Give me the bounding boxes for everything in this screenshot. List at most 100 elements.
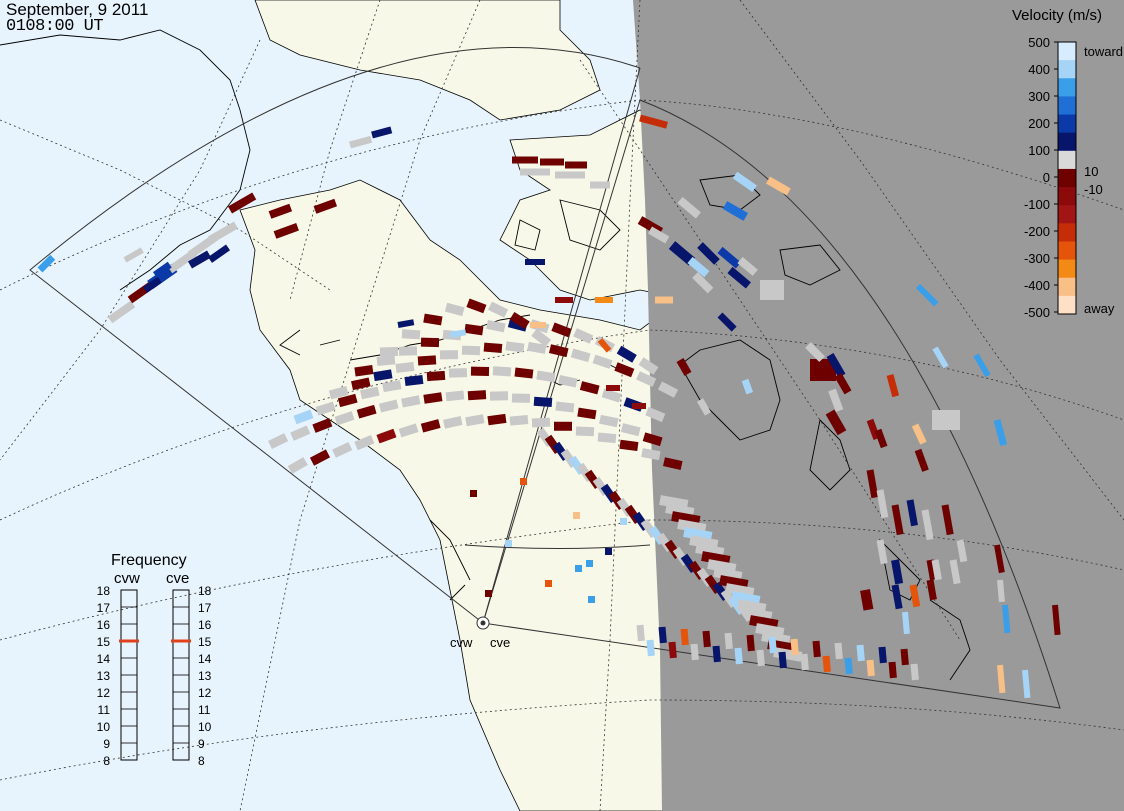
- velocity-cell: [941, 504, 954, 536]
- velocity-cell: [727, 266, 751, 289]
- velocity-cell: [37, 254, 56, 273]
- grid-line: [0, 699, 1124, 781]
- velocity-cell: [909, 584, 921, 608]
- coastline: [929, 599, 971, 681]
- velocity-cell: [349, 135, 373, 149]
- velocity-cell: [994, 544, 1005, 574]
- colorbar-segment: [1058, 60, 1076, 79]
- velocity-cell: [590, 181, 610, 189]
- velocity-cell: [620, 518, 627, 525]
- velocity-cell: [790, 638, 799, 656]
- velocity-cell: [520, 168, 550, 176]
- coastline: [349, 314, 531, 361]
- velocity-cell: [949, 559, 961, 585]
- velocity-cell: [536, 370, 556, 383]
- velocity-cell: [768, 636, 777, 654]
- velocity-cell: [900, 648, 909, 666]
- velocity-cell: [332, 441, 353, 458]
- velocity-cell: [878, 646, 887, 664]
- velocity-cell: [420, 337, 440, 348]
- velocity-cell: [597, 432, 617, 444]
- velocity-cell: [973, 353, 991, 378]
- velocity-cell: [309, 449, 331, 466]
- velocity-cell: [509, 415, 529, 426]
- velocity-cell: [395, 361, 415, 373]
- velocity-cell: [570, 348, 591, 363]
- velocity-cell: [514, 367, 534, 379]
- velocity-cell: [997, 579, 1005, 603]
- velocity-cell: [874, 428, 888, 449]
- frequency-panel: Frequency cvw cve 18 18 17 17 16 16 15 15 14 14 13…: [97, 552, 212, 768]
- velocity-cell: [595, 297, 613, 303]
- velocity-cell: [268, 433, 289, 450]
- grid-line: [0, 39, 261, 461]
- colorbar-away-label: away: [1084, 301, 1115, 316]
- velocity-cell: [911, 423, 927, 445]
- velocity-cell: [741, 378, 754, 395]
- velocity-cell: [417, 355, 437, 366]
- velocity-cell: [886, 374, 900, 398]
- frequency-tick-label-left: 15: [97, 635, 111, 649]
- velocity-cell: [588, 596, 595, 603]
- velocity-cell: [373, 369, 393, 382]
- velocity-cell: [530, 322, 546, 328]
- velocity-cell: [167, 249, 197, 274]
- velocity-cell: [577, 407, 597, 420]
- colorbar-tick-label: 200: [1028, 116, 1050, 131]
- grid-line: [739, 0, 1124, 521]
- velocity-cell: [834, 642, 843, 660]
- grid-line: [0, 519, 1124, 641]
- velocity-cell: [876, 539, 888, 565]
- colorbar-tick-label: 100: [1028, 143, 1050, 158]
- colorbar-tick-label: -500: [1024, 305, 1050, 320]
- velocity-cell: [605, 548, 612, 555]
- velocity-cell: [1052, 604, 1061, 636]
- velocity-cell: [470, 490, 477, 497]
- velocity-cell: [492, 366, 512, 377]
- velocity-cell: [856, 644, 865, 662]
- velocity-cell: [906, 499, 918, 527]
- velocity-cell: [825, 409, 847, 436]
- radar-fov: [29, 47, 1061, 709]
- velocity-cell: [575, 426, 595, 437]
- colorbar-tick-label: 0: [1043, 170, 1050, 185]
- frequency-column-label-cvw: cvw: [114, 570, 140, 587]
- velocity-cell: [800, 653, 809, 671]
- velocity-cell: [620, 423, 641, 437]
- velocity-cell: [812, 640, 821, 658]
- velocity-cell: [636, 371, 657, 387]
- velocity-cell: [273, 223, 299, 239]
- velocity-cell: [910, 663, 919, 681]
- header-date: September, 9 2011: [6, 0, 149, 19]
- velocity-cell: [404, 374, 424, 387]
- colorbar-segment: [1058, 150, 1076, 170]
- velocity-cell: [443, 416, 463, 429]
- velocity-cell: [565, 161, 587, 169]
- velocity-cell: [376, 355, 396, 366]
- frequency-tick-label-left: 18: [97, 584, 111, 598]
- velocity-cell: [555, 297, 573, 303]
- frequency-tick-label-right: 17: [198, 601, 212, 615]
- colorbar-segment: [1058, 205, 1076, 224]
- velocity-cell: [445, 390, 465, 402]
- velocity-cell: [123, 247, 144, 263]
- velocity-cell: [376, 428, 397, 444]
- velocity-cell: [931, 559, 942, 581]
- velocity-cell: [579, 381, 600, 395]
- velocity-cell: [860, 589, 874, 611]
- velocity-cell: [509, 312, 530, 330]
- velocity-cell: [866, 659, 875, 677]
- velocity-cell: [334, 411, 355, 426]
- velocity-cell: [592, 354, 613, 369]
- velocity-cell: [724, 632, 733, 650]
- velocity-cell: [444, 302, 465, 317]
- coastline: [699, 174, 761, 211]
- velocity-cell: [932, 410, 960, 430]
- velocity-cell: [737, 256, 758, 276]
- velocity-cell: [646, 639, 655, 657]
- velocity-cell: [351, 377, 371, 391]
- velocity-cell: [690, 643, 699, 661]
- velocity-cell: [268, 203, 293, 219]
- velocity-cell: [1002, 604, 1011, 634]
